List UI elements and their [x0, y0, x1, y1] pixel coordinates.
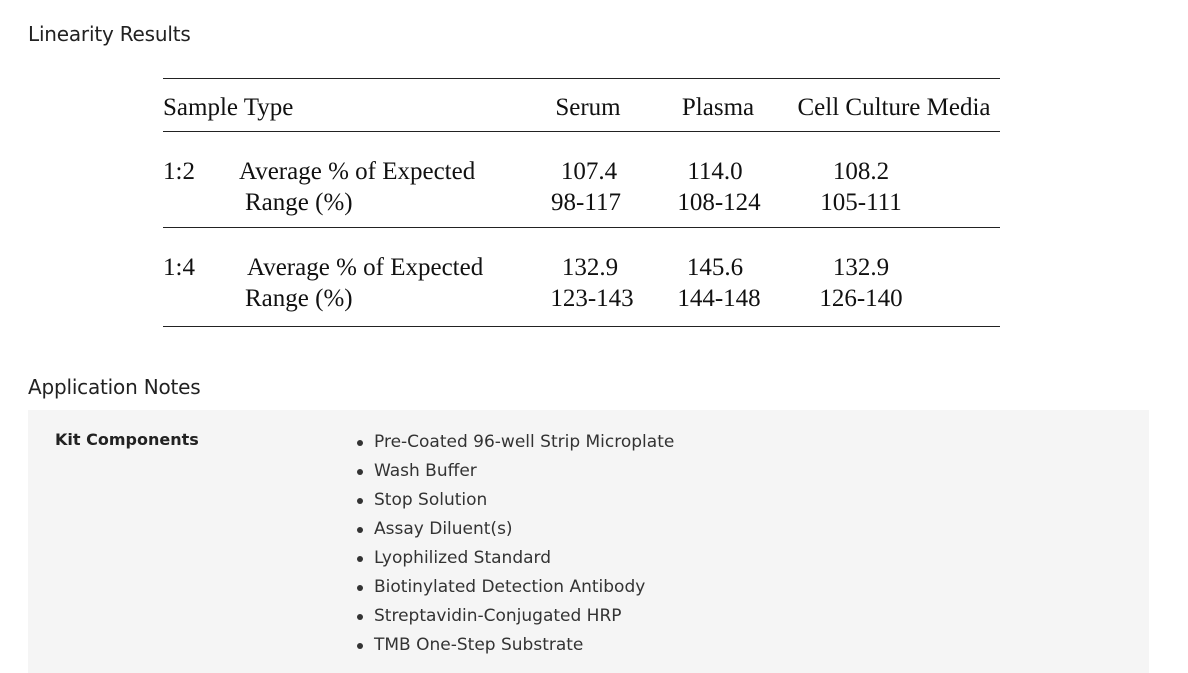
kit-component-text: Streptavidin-Conjugated HRP [374, 606, 622, 626]
list-item: Biotinylated Detection Antibody [357, 575, 674, 604]
ccm-range: 126-140 [819, 285, 903, 312]
application-notes-heading: Application Notes [28, 375, 201, 399]
row-range-label: Range (%) [245, 189, 353, 216]
kit-component-text: Assay Diluent(s) [374, 519, 513, 539]
plasma-range: 108-124 [677, 189, 761, 216]
bullet-icon [357, 440, 363, 446]
kit-component-text: Wash Buffer [374, 461, 477, 481]
list-item: Wash Buffer [357, 459, 674, 488]
row-average-label: Average % of Expected [247, 254, 484, 281]
plasma-average: 114.0 [687, 158, 743, 185]
kit-component-text: TMB One-Step Substrate [374, 635, 584, 655]
bullet-icon [357, 469, 363, 475]
kit-component-text: Biotinylated Detection Antibody [374, 577, 646, 597]
serum-range: 98-117 [551, 189, 621, 216]
table-rule-header [163, 131, 1000, 132]
list-item: TMB One-Step Substrate [357, 633, 674, 662]
ccm-average: 108.2 [832, 158, 890, 185]
table-rule-bottom [163, 326, 1000, 327]
list-item: Lyophilized Standard [357, 546, 674, 575]
table-rule-top [163, 78, 1000, 79]
header-serum: Serum [555, 94, 621, 121]
bullet-icon [357, 556, 363, 562]
list-item: Streptavidin-Conjugated HRP [357, 604, 674, 633]
list-item: Assay Diluent(s) [357, 517, 674, 546]
ccm-average: 132.9 [832, 254, 890, 281]
plasma-average: 145.6 [686, 254, 744, 281]
bullet-icon [357, 498, 363, 504]
application-notes-panel: Kit Components Pre-Coated 96-well Strip … [28, 410, 1149, 673]
header-sample-type: Sample Type [163, 94, 294, 121]
serum-average: 132.9 [561, 254, 619, 281]
plasma-range: 144-148 [677, 285, 761, 312]
header-cell-culture-media: Cell Culture Media [797, 94, 991, 121]
kit-component-text: Pre-Coated 96-well Strip Microplate [374, 432, 675, 452]
kit-components-label: Kit Components [55, 430, 199, 449]
bullet-icon [357, 614, 363, 620]
kit-components-list: Pre-Coated 96-well Strip Microplate Wash… [357, 430, 675, 662]
serum-average: 107.4 [560, 158, 618, 185]
kit-component-text: Stop Solution [374, 490, 488, 510]
header-plasma: Plasma [681, 94, 755, 121]
bullet-icon [357, 585, 363, 591]
linearity-table: Sample Type Serum Plasma Cell Culture Me… [163, 78, 1000, 328]
table-rule-middle [163, 227, 1000, 228]
list-item: Stop Solution [357, 488, 674, 517]
ccm-range: 105-111 [820, 189, 902, 216]
serum-range: 123-143 [550, 285, 634, 312]
kit-component-text: Lyophilized Standard [374, 548, 552, 568]
row-range-label: Range (%) [245, 285, 353, 312]
bullet-icon [357, 643, 363, 649]
linearity-results-heading: Linearity Results [28, 22, 191, 46]
list-item: Pre-Coated 96-well Strip Microplate [357, 430, 675, 459]
row-dilution: 1:2 [163, 158, 195, 185]
bullet-icon [357, 527, 363, 533]
row-dilution: 1:4 [163, 254, 195, 281]
row-average-label: Average % of Expected [239, 158, 476, 185]
